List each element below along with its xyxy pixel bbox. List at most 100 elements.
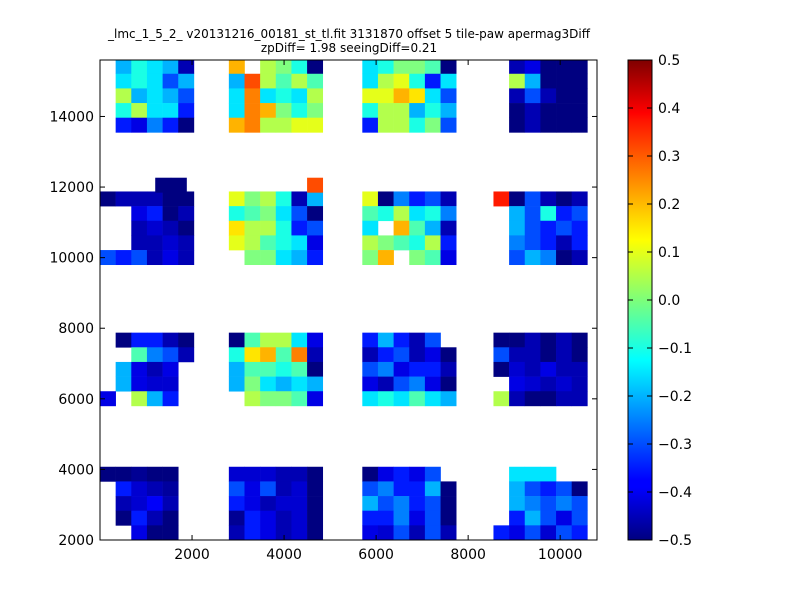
heatmap-cell	[362, 481, 379, 497]
heatmap-cell	[571, 73, 588, 89]
heatmap-cell	[260, 510, 277, 526]
colorbar-tick-label: 0.0	[658, 293, 680, 309]
heatmap-cell	[115, 103, 132, 119]
heatmap-cell	[131, 525, 148, 541]
heatmap-cell	[509, 361, 526, 377]
heatmap-cell	[115, 250, 132, 266]
heatmap-cell	[275, 103, 292, 119]
heatmap-cell	[393, 525, 410, 541]
heatmap-cell	[260, 235, 277, 251]
heatmap-cell	[524, 117, 541, 133]
heatmap-cell	[509, 60, 526, 75]
heatmap-cell	[540, 235, 557, 251]
heatmap-cell	[244, 347, 261, 363]
heatmap-cell	[178, 60, 195, 75]
heatmap-cell	[115, 361, 132, 377]
heatmap-cell	[409, 191, 426, 207]
heatmap-cell	[493, 347, 510, 363]
heatmap-cell	[260, 220, 277, 236]
heatmap-cell	[393, 496, 410, 512]
heatmap-cell	[424, 250, 441, 266]
heatmap-cell	[540, 250, 557, 266]
heatmap-cell	[228, 466, 245, 482]
heatmap-cell	[146, 117, 163, 133]
heatmap-cell	[524, 525, 541, 541]
heatmap-cell	[409, 376, 426, 392]
heatmap-cell	[131, 73, 148, 89]
heatmap-cell	[260, 206, 277, 222]
heatmap-cell	[146, 88, 163, 104]
x-axis: 2000 4000 6000 8000 10000	[174, 60, 582, 563]
heatmap-cell	[162, 466, 179, 482]
heatmap-cell	[178, 117, 195, 133]
heatmap-cell	[440, 235, 457, 251]
heatmap-cell	[260, 191, 277, 207]
heatmap-cell	[307, 88, 324, 104]
heatmap-cell	[275, 347, 292, 363]
heatmap-cell	[440, 481, 457, 497]
heatmap-cell	[409, 88, 426, 104]
heatmap-cell	[440, 73, 457, 89]
heatmap-cell	[362, 73, 379, 89]
heatmap-cell	[409, 206, 426, 222]
heatmap-cell	[244, 191, 261, 207]
heatmap-cell	[556, 376, 572, 392]
heatmap-cell	[409, 332, 426, 348]
heatmap-cell	[228, 510, 245, 526]
heatmap-cell	[393, 391, 410, 407]
y-tick-label: 4000	[58, 462, 94, 478]
heatmap-cell	[424, 376, 441, 392]
heatmap-cell	[275, 73, 292, 89]
heatmap-cell	[509, 481, 526, 497]
heatmap-cell	[291, 206, 308, 222]
heatmap-cell	[571, 235, 588, 251]
heatmap-cell	[170, 177, 187, 193]
heatmap-cell	[556, 191, 572, 207]
heatmap-cell	[307, 391, 324, 407]
heatmap-cell	[540, 60, 557, 75]
heatmap-cell	[131, 206, 148, 222]
heatmap-cell	[509, 73, 526, 89]
heatmap-cell	[377, 361, 394, 377]
heatmap-cell	[228, 347, 245, 363]
heatmap-cell	[556, 235, 572, 251]
heatmap-cell	[424, 206, 441, 222]
heatmap-cell	[440, 220, 457, 236]
heatmap-cell	[244, 73, 261, 89]
heatmap-cell	[509, 103, 526, 119]
heatmap-cell	[162, 361, 179, 377]
heatmap-cell	[393, 220, 410, 236]
heatmap-cell	[393, 235, 410, 251]
heatmap-cell	[424, 117, 441, 133]
heatmap-cell	[440, 391, 457, 407]
heatmap-cell	[424, 496, 441, 512]
heatmap-cell	[131, 466, 148, 482]
heatmap-cell	[146, 191, 163, 207]
heatmap-cell	[291, 191, 308, 207]
heatmap-cell	[556, 361, 572, 377]
heatmap-cell	[393, 117, 410, 133]
colorbar-tick-label: −0.2	[658, 389, 692, 405]
heatmap-cell	[131, 347, 148, 363]
heatmap-cell	[509, 332, 526, 348]
heatmap-cell	[377, 510, 394, 526]
heatmap-cell	[440, 206, 457, 222]
heatmap-cell	[115, 496, 132, 512]
heatmap-cell	[162, 206, 179, 222]
heatmap-cell	[275, 191, 292, 207]
heatmap-cell	[393, 347, 410, 363]
heatmap-cell	[275, 525, 292, 541]
heatmap-cell	[146, 60, 163, 75]
heatmap-cell	[377, 525, 394, 541]
heatmap-cell	[377, 235, 394, 251]
heatmap-cell	[291, 347, 308, 363]
heatmap-cell	[307, 191, 324, 207]
heatmap-cell	[162, 510, 179, 526]
heatmap-cell	[409, 391, 426, 407]
heatmap-cell	[244, 510, 261, 526]
heatmap-cell	[362, 191, 379, 207]
heatmap-cell	[540, 376, 557, 392]
heatmap-cell	[571, 376, 588, 392]
heatmap-cell	[260, 525, 277, 541]
heatmap-cell	[307, 361, 324, 377]
